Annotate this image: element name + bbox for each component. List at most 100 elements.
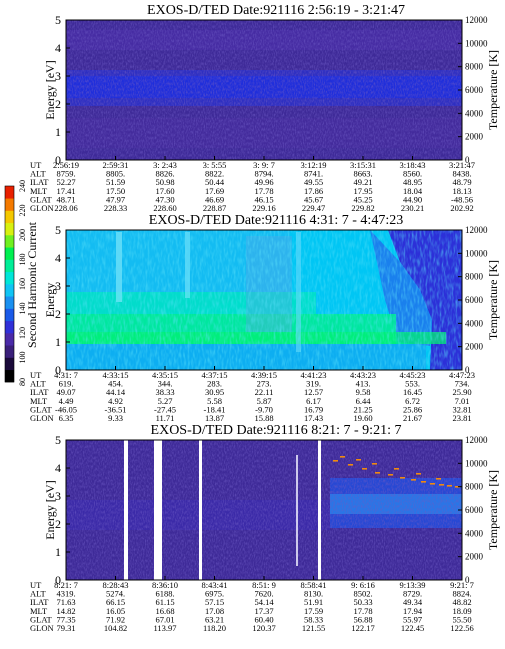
panel-3: EXOS-D/TED Date:921116 8:21: 7 - 9:21: 7… <box>30 423 500 633</box>
panel-2-ephemeris-cell: 454. <box>108 379 123 389</box>
panel-1-ephemeris-cell: 48.95 <box>403 177 422 187</box>
panel-1-ephemeris-cell: 228.60 <box>153 203 176 213</box>
panel-1-ephemeris-cell: 8663. <box>353 169 372 179</box>
panel-3-ephemeris-cell: 9: 6:16 <box>351 580 375 590</box>
panel-1-ephemeris-cell: 47.30 <box>155 194 174 204</box>
panel-3-ephemeris-cell: 6188. <box>155 589 174 599</box>
panel-1-ephemeris-cell: 229.16 <box>252 203 275 213</box>
panel-3-ephemeris-row-label: UT <box>30 580 42 590</box>
panel-3-ephemeris-cell: 17.94 <box>403 606 423 616</box>
panel-3-ephemeris-cell: 71.63 <box>56 597 75 607</box>
colorbar-tick-label: 200 <box>18 229 27 241</box>
colorbar-cell <box>5 296 14 309</box>
panel-3-ytick-label: 5 <box>55 433 61 447</box>
panel-3-orange-dash <box>436 478 441 480</box>
panel-3-ephemeris-cell: 77.35 <box>56 614 75 624</box>
panel-3-ephemeris-cell: 4319. <box>56 589 75 599</box>
colorbar-cell <box>5 247 14 260</box>
panel-3-ephemeris-cell: 122.17 <box>351 623 374 633</box>
panel-2-ephemeris-cell: 5.27 <box>158 396 173 406</box>
panel-2-y2label: Temperature [K] <box>486 260 500 340</box>
panel-3-ephemeris-cell: 6975. <box>205 589 224 599</box>
panel-3-ephemeris-cell: 48.82 <box>452 597 471 607</box>
panel-2-ephemeris-cell: 6.35 <box>59 413 74 423</box>
panel-2-ephemeris-cell: 16.79 <box>304 404 323 414</box>
panel-1-ephemeris-cell: 46.69 <box>205 194 224 204</box>
panel-2-ephemeris-cell: 5.58 <box>207 396 222 406</box>
panel-2-ytick-label: 3 <box>55 279 61 293</box>
panel-3-ephemeris-cell: 17.78 <box>353 606 372 616</box>
panel-3-axes: 0 1 2 3 4 5 0 2000 4000 6000 8000 10000 12000 <box>55 433 488 587</box>
panel-1-ephemeris-cell: 3:15:31 <box>350 160 376 170</box>
panel-1-ephemeris-cell: 48.79 <box>452 177 471 187</box>
panel-1-ephemeris-cell: 8438. <box>452 169 471 179</box>
panel-1-ephemeris-cell: -48.56 <box>451 194 473 204</box>
panel-2-y2tick-label: 6000 <box>465 295 484 305</box>
panel-1-ytick-label: 4 <box>55 41 61 55</box>
panel-3-ephemeris-cell: 18.09 <box>452 606 471 616</box>
panel-2-ephemeris-cell: 13.87 <box>205 413 224 423</box>
panel-2-ephemeris-cell: 4:47:23 <box>449 370 475 380</box>
panel-3-ephemeris-cell: 79.31 <box>56 623 75 633</box>
panel-3-ephemeris-cell: 54.14 <box>254 597 274 607</box>
panel-3-ephemeris-cell: 51.91 <box>304 597 323 607</box>
panel-2-ephemeris-cell: 25.86 <box>403 404 422 414</box>
panel-3-ephemeris-cell: 56.88 <box>353 614 372 624</box>
panel-3-orange-dash <box>362 468 367 470</box>
panel-1-ephemeris-cell: 18.04 <box>403 186 423 196</box>
colorbar-cell <box>5 271 14 285</box>
panel-3-y2tick-label: 2000 <box>465 552 484 562</box>
panel-1-ephemeris-row-label: MLT <box>30 186 48 196</box>
panel-3-ephemeris-cell: 8:21: 7 <box>54 580 78 590</box>
panel-3-orange-dash <box>430 483 435 485</box>
panel-2-ephemeris-cell: 32.81 <box>452 404 471 414</box>
panel-2-ephemeris-cell: 7.01 <box>455 396 470 406</box>
panel-3-ephemeris-cell: 9:13:39 <box>400 580 426 590</box>
panel-2-ephemeris-cell: 11.71 <box>156 413 175 423</box>
panel-1-y2tick-label: 10000 <box>465 38 488 48</box>
panel-3-ephemeris-cell: 17.08 <box>205 606 224 616</box>
panel-1-ephemeris-cell: 8794. <box>254 169 273 179</box>
panel-3-ephemeris-cell: 8502. <box>353 589 372 599</box>
panel-1-ephemeris-cell: 48.71 <box>56 194 75 204</box>
panel-3-ytick-label: 0 <box>55 573 61 587</box>
panel-1-ephemeris-row-label: UT <box>30 160 42 170</box>
panel-1-ephemeris-cell: 17.95 <box>353 186 372 196</box>
panel-1-y2tick-label: 0 <box>465 155 470 165</box>
panel-2-ephemeris-cell: 15.88 <box>254 413 273 423</box>
panel-3-ephemeris-cell: 122.45 <box>401 623 424 633</box>
panel-2-ephemeris-cell: 19.60 <box>353 413 372 423</box>
panel-2-ephemeris-cell: -46.05 <box>55 404 77 414</box>
panel-2-ephemeris-cell: 16.45 <box>403 387 422 397</box>
panel-3-orange-dash <box>388 474 393 476</box>
panel-1-ytick-label: 2 <box>55 97 61 111</box>
panel-1-ephemeris-row-label: ALT <box>30 169 47 179</box>
panel-2-y2tick-label: 0 <box>465 365 470 375</box>
colorbar-label: Second Harmonic Current <box>25 221 39 348</box>
panel-1-ephemeris-cell: 2:59:31 <box>103 160 129 170</box>
panel-1-ephemeris-cell: 3: 9: 7 <box>253 160 275 170</box>
panel-3-ephemeris-cell: 49.34 <box>403 597 423 607</box>
panel-2-ephemeris-cell: -27.45 <box>154 404 176 414</box>
panel-2-ephemeris-cell: 4:31: 7 <box>54 370 78 380</box>
panel-1-ephemeris-cell: 3:21:47 <box>449 160 475 170</box>
panel-1-ephemeris-cell: 8805. <box>106 169 125 179</box>
panel-3-ephemeris-cell: 8:58:41 <box>301 580 327 590</box>
colorbar-frame <box>4 185 15 383</box>
panel-1-ephemeris-cell: 50.44 <box>205 177 225 187</box>
panel-2-ytick-label: 1 <box>55 335 61 349</box>
panel-3-orange-dash <box>372 463 377 465</box>
panel-2-ephemeris-row-label: ILAT <box>30 387 49 397</box>
panel-1-ytick-label: 3 <box>55 69 61 83</box>
colorbar-ticks: 80 100 120 140 160 180 200 220 240 <box>18 180 27 386</box>
panel-1-ephemeris-cell: 49.96 <box>254 177 273 187</box>
panel-2-ephemeris-cell: 44.14 <box>106 387 126 397</box>
panel-3-ytick-label: 3 <box>55 489 61 503</box>
panel-2-ytick-label: 2 <box>55 307 61 321</box>
colorbar-tick-label: 120 <box>18 327 27 339</box>
panel-3-orange-dash <box>356 459 361 461</box>
panel-3-ephemeris-cell: 55.97 <box>403 614 422 624</box>
panel-3-ytick-label: 4 <box>55 461 61 475</box>
panel-1-ephemeris-cell: 8759. <box>56 169 75 179</box>
